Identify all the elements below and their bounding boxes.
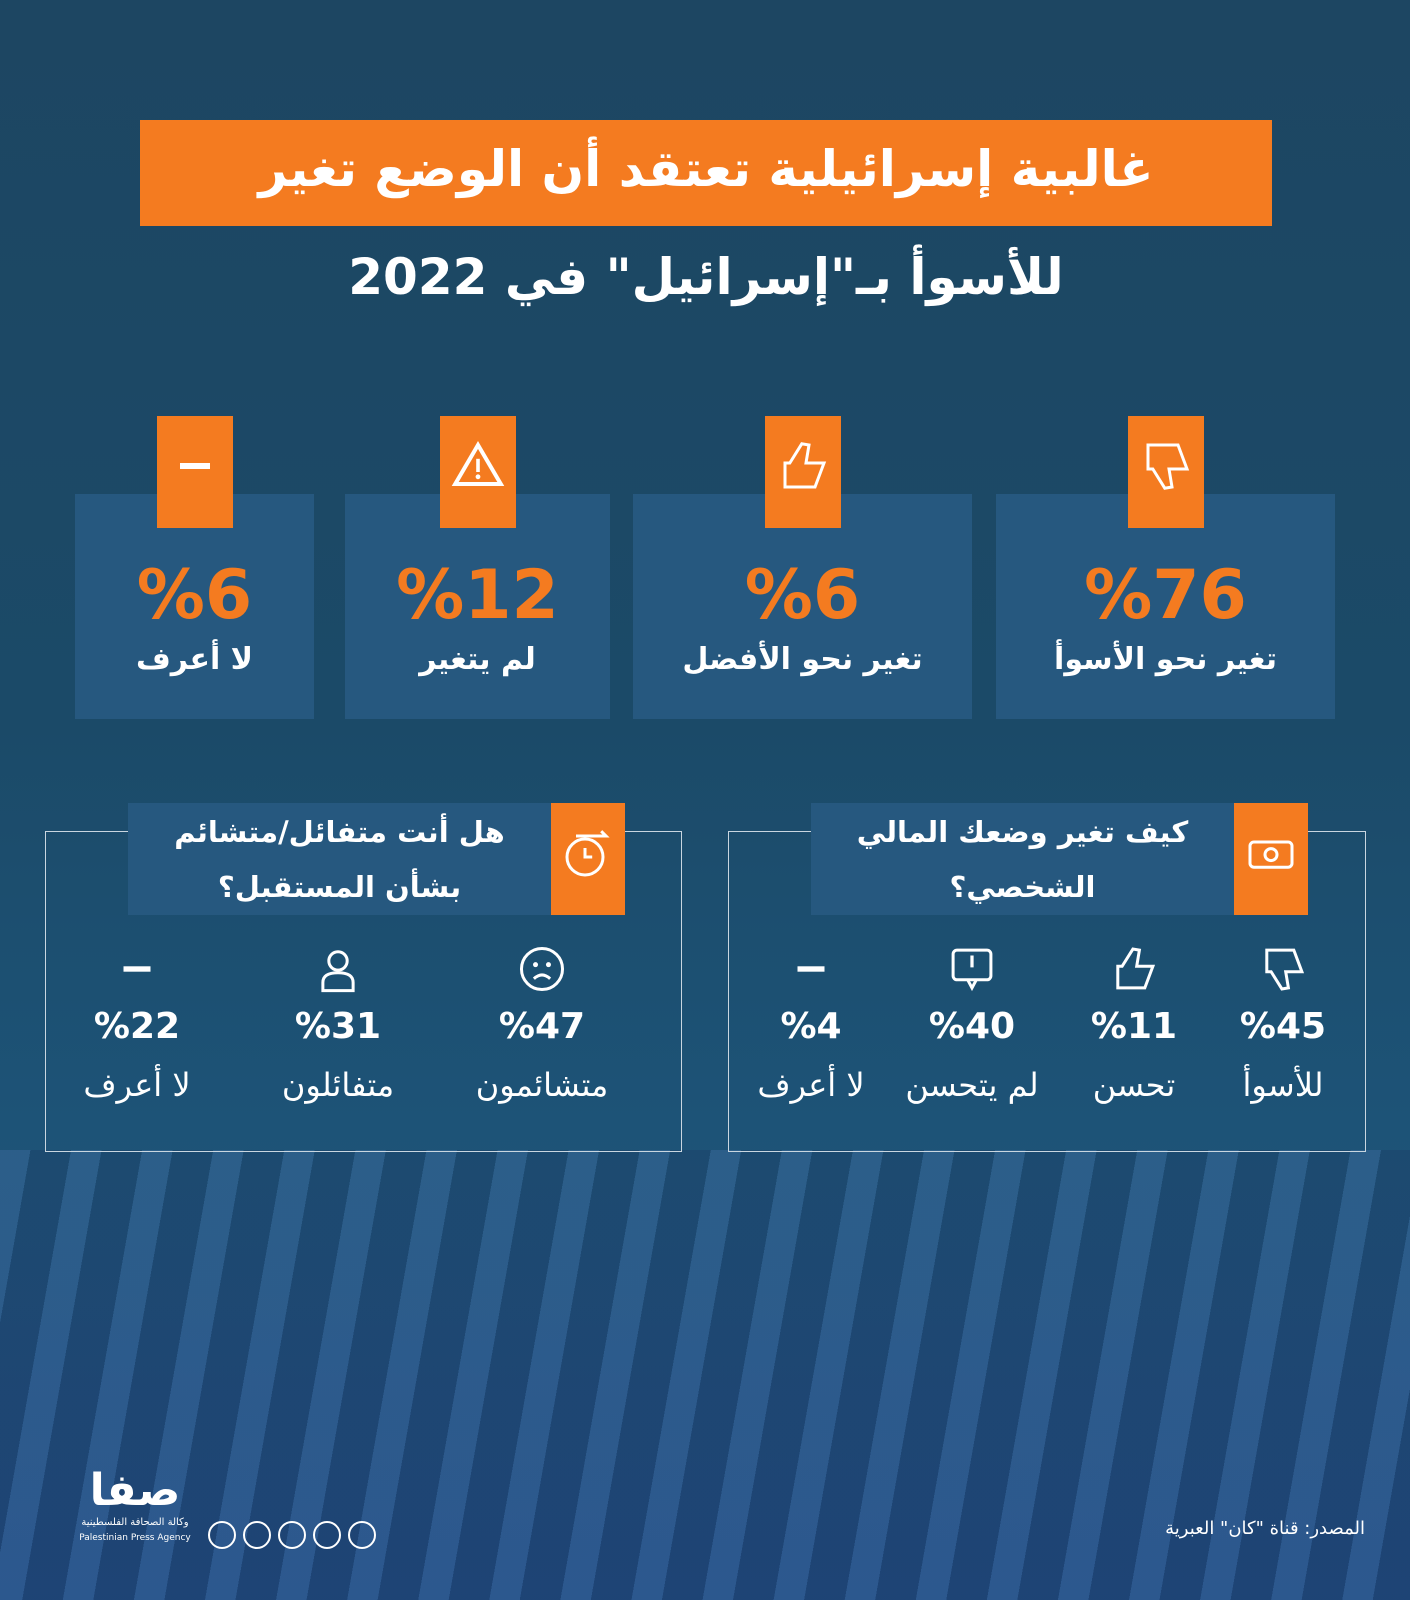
item-value: %31 bbox=[294, 1006, 382, 1047]
card bbox=[996, 494, 1335, 719]
logo-english: Palestinian Press Agency bbox=[79, 1533, 191, 1543]
logo-subtitle: وكالة الصحافة الفلسطينية bbox=[81, 1517, 189, 1528]
title-line-2: للأسوأ بـ"إسرائيل" في 2022 bbox=[348, 248, 1064, 306]
social-icons bbox=[208, 1521, 376, 1549]
card-value: %6 bbox=[136, 556, 253, 635]
panel-title: كيف تغير وضعك المالي bbox=[856, 815, 1189, 849]
clock-icon bbox=[565, 830, 610, 877]
panel-icon-box bbox=[1234, 803, 1308, 915]
item-value: %47 bbox=[498, 1006, 586, 1047]
panel-title: هل أنت متفائل/متشائم bbox=[174, 815, 505, 849]
source: المصدر: قناة "كان" العبرية bbox=[1165, 1518, 1365, 1539]
item-label: متفائلون bbox=[281, 1066, 395, 1104]
title-line-1: غالبية إسرائيلية تعتقد أن الوضع تغير bbox=[258, 140, 1154, 198]
card bbox=[75, 494, 314, 719]
up-icon bbox=[783, 442, 826, 489]
panel-icon-box bbox=[551, 803, 625, 915]
item-value: %22 bbox=[93, 1006, 181, 1047]
note-icon bbox=[951, 948, 993, 992]
sad-icon bbox=[519, 946, 565, 992]
item-value: %11 bbox=[1090, 1006, 1178, 1047]
card-label: لا أعرف bbox=[135, 642, 254, 677]
card-value: %12 bbox=[396, 556, 559, 635]
item-label: لا أعرف bbox=[83, 1066, 191, 1104]
panel-title: بشأن المستقبل؟ bbox=[217, 870, 462, 904]
logo-name: صفا bbox=[89, 1465, 181, 1516]
item-label: للأسوأ bbox=[1242, 1066, 1324, 1104]
item-label: لم يتحسن bbox=[905, 1066, 1039, 1104]
item-label: متشائمون bbox=[475, 1066, 609, 1104]
item-label: لا أعرف bbox=[757, 1066, 865, 1104]
card-icon-box bbox=[156, 416, 233, 528]
background-photo bbox=[0, 1150, 1410, 1600]
card bbox=[345, 494, 610, 719]
dash-icon bbox=[797, 966, 825, 972]
card-icon-box bbox=[1127, 416, 1204, 528]
warn-icon bbox=[451, 441, 504, 486]
panel-title-bar bbox=[128, 803, 551, 915]
down-icon bbox=[1146, 443, 1189, 490]
card-label: تغير نحو الأسوأ bbox=[1054, 642, 1277, 677]
money-icon bbox=[1248, 840, 1294, 869]
panel-title: الشخصي؟ bbox=[949, 870, 1096, 904]
item-value: %40 bbox=[928, 1006, 1016, 1047]
card-value: %6 bbox=[744, 556, 861, 635]
card-label: تغير نحو الأفضل bbox=[682, 642, 923, 677]
down-icon bbox=[1265, 948, 1305, 991]
card-label: لم يتغير bbox=[419, 642, 536, 677]
item-value: %4 bbox=[780, 1006, 842, 1047]
item-value: %45 bbox=[1239, 1006, 1327, 1047]
card-icon-box bbox=[764, 416, 841, 528]
dash-icon bbox=[123, 966, 151, 972]
person-icon bbox=[321, 950, 355, 993]
title-bar bbox=[140, 120, 1272, 226]
card-value: %76 bbox=[1084, 556, 1247, 635]
logo: صفا وكالة الصحافة الفلسطينية Palestinian… bbox=[70, 1465, 200, 1555]
up-icon bbox=[1116, 947, 1156, 990]
dash-icon bbox=[179, 463, 210, 469]
panel-title-bar bbox=[811, 803, 1234, 915]
card bbox=[633, 494, 972, 719]
item-label: تحسن bbox=[1092, 1066, 1176, 1104]
